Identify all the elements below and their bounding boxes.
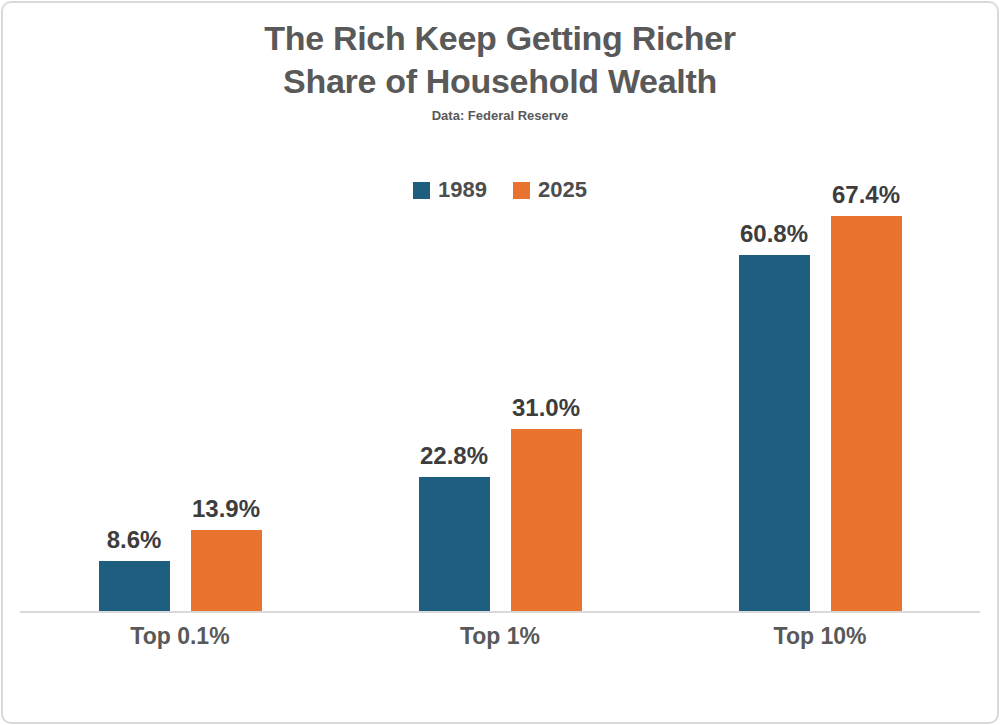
category-label-top-10-: Top 10% [738, 623, 902, 650]
legend-swatch-icon-1989 [413, 182, 430, 199]
bar-group-top-1-: 22.8% 31.0% [419, 394, 582, 611]
category-labels: Top 0.1% Top 1% Top 10% [20, 623, 980, 650]
chart-title-line-1: The Rich Keep Getting Richer [3, 17, 997, 60]
bar-column-2025: 13.9% [191, 495, 262, 611]
bar-group-top-10-: 60.8% 67.4% [739, 181, 902, 611]
bar-1989 [739, 255, 810, 611]
category-label-top-0.1-: Top 0.1% [98, 623, 262, 650]
legend-label-2025: 2025 [538, 177, 587, 203]
bar-2025 [511, 429, 582, 611]
bar-value-label-1989: 8.6% [107, 526, 162, 554]
chart-card: The Rich Keep Getting Richer Share of Ho… [1, 1, 999, 724]
legend-swatch-icon-2025 [513, 182, 530, 199]
bar-group-top-0.1-: 8.6% 13.9% [99, 495, 262, 611]
bar-value-label-2025: 13.9% [192, 495, 260, 523]
bar-2025 [191, 530, 262, 611]
bar-column-1989: 8.6% [99, 526, 170, 611]
bar-column-2025: 31.0% [511, 394, 582, 611]
plot-area: 8.6% 13.9% 22.8% 31.0% 60.8% 67.4% [20, 153, 980, 613]
legend-item-1989: 1989 [413, 177, 487, 203]
bar-column-1989: 22.8% [419, 442, 490, 611]
legend-item-2025: 2025 [513, 177, 587, 203]
bar-value-label-1989: 22.8% [420, 442, 488, 470]
bar-1989 [419, 477, 490, 611]
plot-container: 1989 2025 8.6% 13.9% 22.8% 31.0% 60.8% 67.4% T… [20, 153, 980, 650]
chart-source-note: Data: Federal Reserve [3, 108, 997, 123]
bar-value-label-2025: 31.0% [512, 394, 580, 422]
chart-title-line-2: Share of Household Wealth [3, 60, 997, 103]
chart-header: The Rich Keep Getting Richer Share of Ho… [3, 3, 997, 123]
legend: 1989 2025 [20, 177, 980, 203]
category-label-top-1-: Top 1% [418, 623, 582, 650]
bar-value-label-1989: 60.8% [740, 220, 808, 248]
legend-label-1989: 1989 [438, 177, 487, 203]
bar-column-1989: 60.8% [739, 220, 810, 611]
bar-1989 [99, 561, 170, 611]
bar-column-2025: 67.4% [831, 181, 902, 611]
bar-2025 [831, 216, 902, 611]
